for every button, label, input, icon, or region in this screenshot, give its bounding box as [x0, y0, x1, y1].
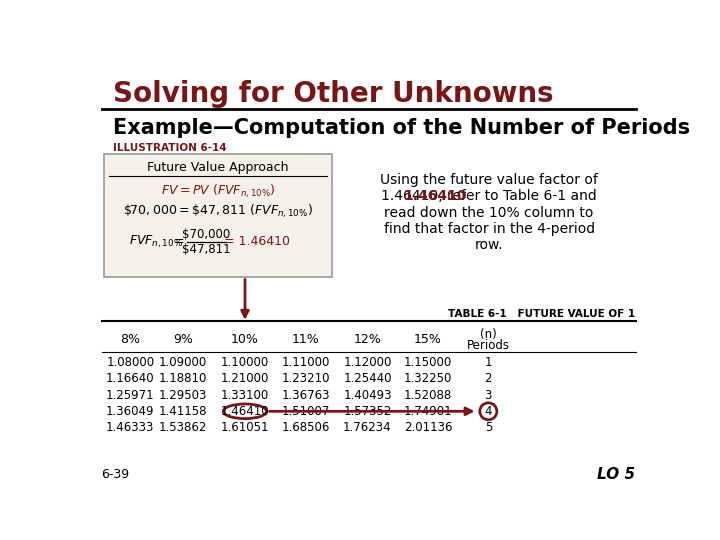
- Text: 11%: 11%: [292, 333, 320, 346]
- Text: 1.76234: 1.76234: [343, 421, 392, 434]
- Text: Periods: Periods: [467, 339, 510, 352]
- Text: 1.11000: 1.11000: [282, 356, 330, 369]
- Text: Future Value Approach: Future Value Approach: [147, 161, 289, 174]
- Text: read down the 10% column to: read down the 10% column to: [384, 206, 594, 220]
- Text: 1.12000: 1.12000: [343, 356, 392, 369]
- Text: 1.29503: 1.29503: [159, 389, 207, 402]
- Text: 1.36763: 1.36763: [282, 389, 330, 402]
- Text: 10%: 10%: [231, 333, 259, 346]
- Text: 2: 2: [485, 373, 492, 386]
- Text: row.: row.: [475, 238, 503, 252]
- Text: 1.32250: 1.32250: [404, 373, 452, 386]
- Text: 1.57352: 1.57352: [343, 405, 392, 418]
- Text: 1.41158: 1.41158: [158, 405, 207, 418]
- Text: ILLUSTRATION 6-14: ILLUSTRATION 6-14: [113, 143, 227, 153]
- Text: 2.01136: 2.01136: [404, 421, 452, 434]
- Text: 1.33100: 1.33100: [221, 389, 269, 402]
- Text: 1.10000: 1.10000: [221, 356, 269, 369]
- Text: (n): (n): [480, 328, 497, 341]
- Text: 1.74901: 1.74901: [404, 405, 452, 418]
- Text: find that factor in the 4-period: find that factor in the 4-period: [384, 222, 595, 236]
- Text: 1.16640: 1.16640: [106, 373, 155, 386]
- Text: 4: 4: [485, 405, 492, 418]
- Text: 1.36049: 1.36049: [106, 405, 155, 418]
- Text: 1.25971: 1.25971: [106, 389, 155, 402]
- Text: 12%: 12%: [354, 333, 382, 346]
- Text: 3: 3: [485, 389, 492, 402]
- Text: 5: 5: [485, 421, 492, 434]
- Text: 1.51007: 1.51007: [282, 405, 330, 418]
- Text: 1: 1: [485, 356, 492, 369]
- Text: $FV = PV\ (FVF_{n,10\%})$: $FV = PV\ (FVF_{n,10\%})$: [161, 183, 275, 200]
- Text: 9%: 9%: [173, 333, 193, 346]
- Text: 1.53862: 1.53862: [159, 421, 207, 434]
- Text: 1.08000: 1.08000: [107, 356, 154, 369]
- Text: 1.52088: 1.52088: [404, 389, 452, 402]
- Text: 6-39: 6-39: [102, 468, 130, 481]
- Text: $70,000: $70,000: [182, 228, 230, 241]
- Text: 1.15000: 1.15000: [404, 356, 452, 369]
- Text: Example—Computation of the Number of Periods: Example—Computation of the Number of Per…: [113, 118, 690, 138]
- Text: 1.18810: 1.18810: [159, 373, 207, 386]
- Text: 15%: 15%: [414, 333, 442, 346]
- Text: 1.21000: 1.21000: [221, 373, 269, 386]
- Text: 1.46410: 1.46410: [221, 405, 269, 418]
- Text: =: =: [174, 235, 184, 248]
- Text: 8%: 8%: [120, 333, 140, 346]
- Text: $47,811: $47,811: [182, 243, 230, 256]
- Text: 1.46410, refer to Table 6-1 and: 1.46410, refer to Table 6-1 and: [382, 190, 597, 204]
- Text: 1.68506: 1.68506: [282, 421, 330, 434]
- Text: TABLE 6-1   FUTURE VALUE OF 1: TABLE 6-1 FUTURE VALUE OF 1: [449, 308, 636, 319]
- Text: 1.61051: 1.61051: [221, 421, 269, 434]
- FancyBboxPatch shape: [104, 154, 332, 276]
- Text: Solving for Other Unknowns: Solving for Other Unknowns: [113, 80, 554, 108]
- Text: $FVF_{n,10\%}$: $FVF_{n,10\%}$: [129, 234, 183, 250]
- Text: = 1.46410: = 1.46410: [224, 235, 289, 248]
- Text: 1.09000: 1.09000: [159, 356, 207, 369]
- Text: Using the future value factor of: Using the future value factor of: [380, 173, 598, 187]
- Text: $\$70,000 = \$47,811\ (FVF_{n,10\%})$: $\$70,000 = \$47,811\ (FVF_{n,10\%})$: [123, 202, 312, 220]
- Text: 1.46410: 1.46410: [403, 190, 467, 204]
- Text: 1.25440: 1.25440: [343, 373, 392, 386]
- Text: 1.23210: 1.23210: [282, 373, 330, 386]
- Text: LO 5: LO 5: [598, 467, 636, 482]
- Text: 1.40493: 1.40493: [343, 389, 392, 402]
- Text: 1.46333: 1.46333: [106, 421, 155, 434]
